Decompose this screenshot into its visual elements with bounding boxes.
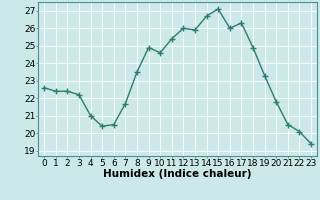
X-axis label: Humidex (Indice chaleur): Humidex (Indice chaleur): [103, 169, 252, 179]
